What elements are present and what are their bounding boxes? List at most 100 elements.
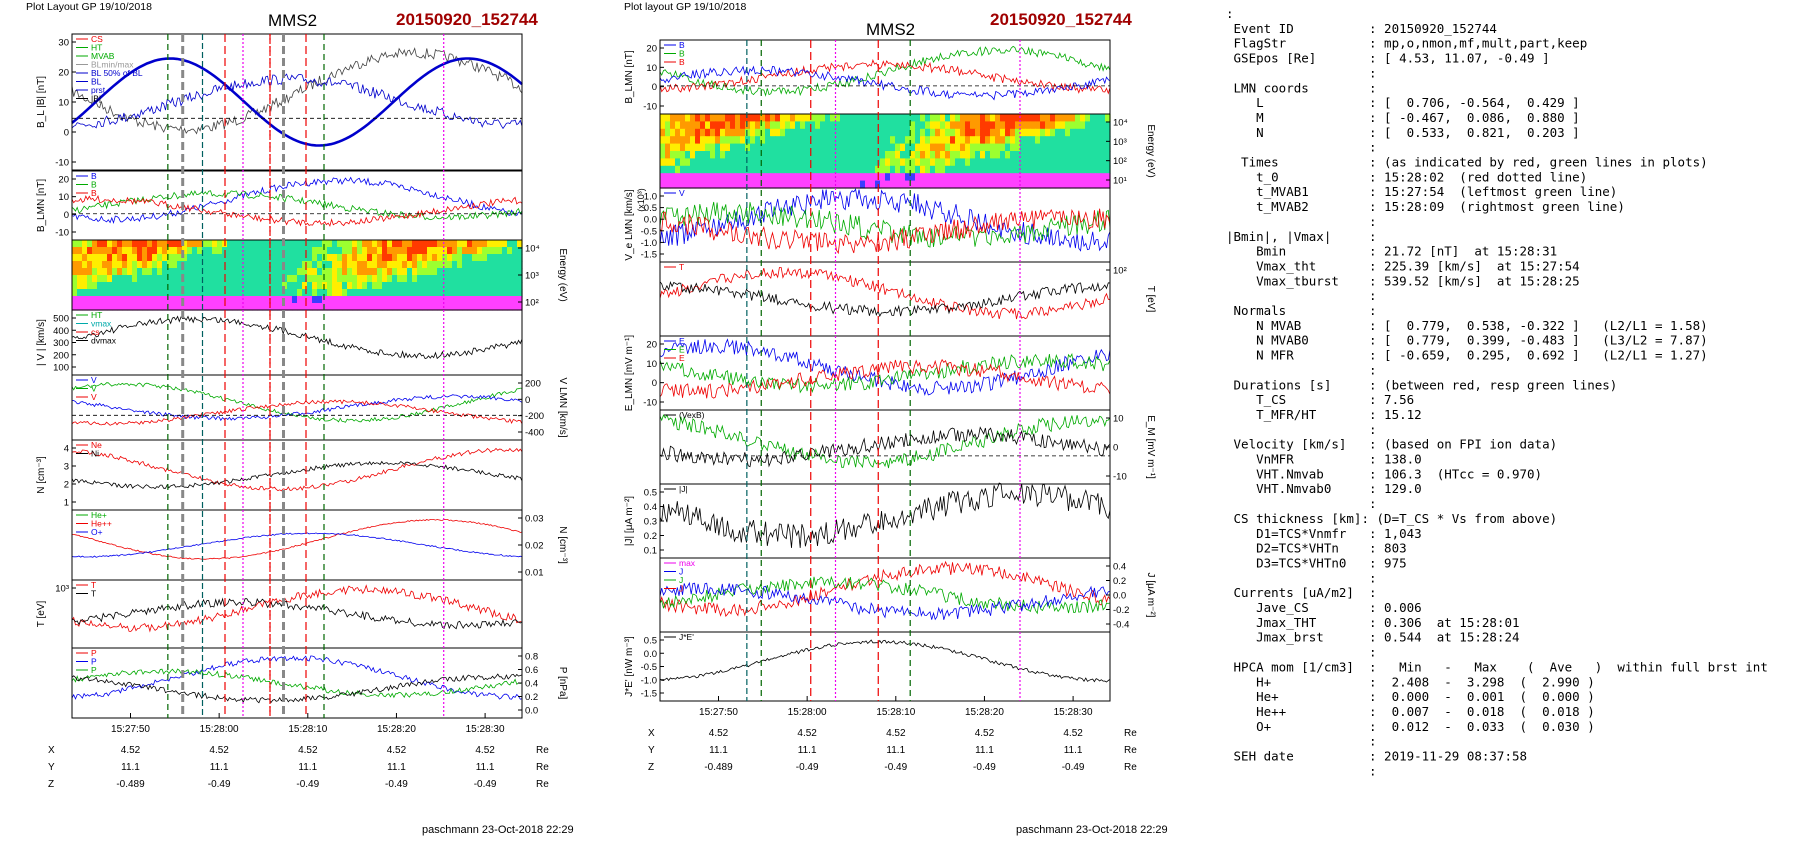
info-line: N : [ 0.533, 0.821, 0.203 ] bbox=[1226, 125, 1580, 140]
legend-entry: T bbox=[91, 589, 96, 599]
energy-spectrogram bbox=[72, 240, 523, 311]
series-trace bbox=[71, 315, 523, 360]
coord-value: 11.1 bbox=[1064, 745, 1083, 756]
y-tick-label-right: 0.2 bbox=[525, 692, 538, 703]
y-tick-label: 0 bbox=[652, 82, 657, 93]
y-tick-label: 0.5 bbox=[644, 636, 657, 647]
y-tick-label: -0.5 bbox=[641, 226, 657, 237]
legend-entry: B bbox=[679, 57, 685, 67]
info-line: : bbox=[1226, 570, 1377, 585]
y-tick-label: -10 bbox=[643, 102, 657, 113]
info-line: Jave_CS : 0.006 bbox=[1226, 600, 1422, 615]
panel-frame bbox=[71, 309, 523, 376]
y-axis-label-right: Energy (eV) bbox=[557, 248, 568, 301]
y-tick-label-right: -0.2 bbox=[1113, 605, 1129, 616]
footer-credit-left: paschmann 23-Oct-2018 22:29 bbox=[422, 824, 574, 836]
y-tick-label: 0 bbox=[64, 210, 69, 221]
y-axis-label: E_LMN [mV m⁻¹] bbox=[624, 335, 635, 412]
info-line: N MVAB0 : [ 0.779, 0.399, -0.483 ] (L3/L… bbox=[1226, 333, 1708, 348]
y-axis-label: | V | [km/s] bbox=[36, 319, 47, 366]
y-tick-label-right: -400 bbox=[525, 428, 544, 439]
coord-unit: Re bbox=[536, 779, 549, 790]
y-axis-label: T [eV] bbox=[36, 601, 47, 628]
y-tick-label: 0 bbox=[652, 378, 657, 389]
info-line: Bmin : 21.72 [nT] at 15:28:31 bbox=[1226, 244, 1557, 259]
time-tick-label: 15:28:00 bbox=[200, 724, 239, 735]
time-tick-label: 15:28:20 bbox=[377, 724, 416, 735]
y-tick-label-right: 10² bbox=[1113, 266, 1127, 277]
series-trace bbox=[659, 188, 1111, 252]
legend-entry: O+ bbox=[91, 527, 103, 537]
series-trace bbox=[72, 597, 523, 630]
coord-value: 4.52 bbox=[121, 745, 141, 756]
legend-entry: E bbox=[679, 345, 685, 355]
panel-frame bbox=[659, 557, 1111, 633]
y-tick-label: -1.5 bbox=[641, 689, 657, 700]
y-tick-label-right: 0 bbox=[525, 395, 530, 406]
coord-value: 4.52 bbox=[209, 745, 229, 756]
series-trace bbox=[659, 281, 1111, 318]
info-line: O+ : 0.012 - 0.033 ( 0.030 ) bbox=[1226, 719, 1595, 734]
series-trace bbox=[71, 394, 523, 422]
series-trace bbox=[71, 73, 523, 130]
right-layout-label: Plot layout GP 19/10/2018 bbox=[624, 1, 747, 13]
series-trace bbox=[659, 267, 1111, 320]
y-tick-label: 10 bbox=[58, 98, 69, 109]
y-tick-label: 0.1 bbox=[644, 546, 657, 557]
info-line: Velocity [km/s] : (based on FPI ion data… bbox=[1226, 437, 1557, 452]
event-markers bbox=[167, 34, 445, 718]
legend-entry: |J| bbox=[679, 484, 688, 494]
y-tick-label: 0.3 bbox=[644, 517, 657, 528]
legend-entry: BLmin/max bbox=[91, 60, 134, 70]
y-axis-label: B_LMN [nT] bbox=[36, 179, 47, 233]
info-line: : bbox=[1226, 763, 1377, 778]
legend-entry: J bbox=[679, 575, 683, 585]
y-tick-label: 0.0 bbox=[644, 649, 657, 660]
coord-unit: Re bbox=[1124, 745, 1137, 756]
coord-value: -0.49 bbox=[208, 779, 231, 790]
info-line: Normals : bbox=[1226, 303, 1377, 318]
series-trace bbox=[659, 353, 1111, 394]
info-line: Times : (as indicated by red, green line… bbox=[1226, 155, 1708, 170]
coord-value: 11.1 bbox=[387, 762, 406, 773]
y-tick-label: 400 bbox=[53, 326, 69, 337]
event-code-right: 20150920_152744 bbox=[990, 10, 1132, 29]
panel-3: 1.00.50.0-0.5-1.0-1.5 V_e LMN [km/s] (x10³… bbox=[624, 187, 1111, 263]
y-axis-label: V_e LMN [km/s] bbox=[624, 189, 635, 260]
y-tick-label: 2 bbox=[64, 480, 69, 491]
coord-value: -0.49 bbox=[1062, 762, 1085, 773]
panel-9: 0.8 0.6 0.4 0.2 0.0 P [nPa] PPP bbox=[71, 647, 568, 719]
legend-entry: max bbox=[679, 558, 696, 568]
info-line: Durations [s] : (between red, resp green… bbox=[1226, 377, 1617, 392]
legend-entry: B bbox=[679, 40, 685, 50]
series-trace bbox=[659, 426, 1111, 468]
legend-entry: B bbox=[91, 188, 97, 198]
legend-entry: V bbox=[91, 384, 97, 394]
info-line: VHT.Nmvab0 : 129.0 bbox=[1226, 481, 1422, 496]
panel-2: 20 10 0 -10 B_LMN [nT] BBB bbox=[36, 170, 523, 241]
coord-value: 4.52 bbox=[797, 728, 817, 739]
coord-value: -0.489 bbox=[116, 779, 145, 790]
event-markers bbox=[746, 40, 1021, 701]
panel-9: 0.5 0.0 -0.5 -1.0 -1.5 J*E' [nW m⁻³] J*E' bbox=[624, 631, 1111, 702]
legend-entry: V bbox=[91, 375, 97, 385]
coord-row-label: Z bbox=[48, 779, 54, 790]
y-tick-label-right: 200 bbox=[525, 379, 541, 390]
series-trace bbox=[71, 673, 523, 704]
panel-frame bbox=[659, 409, 1111, 485]
legend-entry: MVAB bbox=[91, 51, 115, 61]
y-axis-label-right: V LMN [km/s] bbox=[557, 377, 568, 437]
coord-unit: Re bbox=[536, 745, 549, 756]
y-axis-label-right: Energy (eV) bbox=[1145, 124, 1156, 177]
info-line: t_MVAB2 : 15:28:09 (rightmost green line… bbox=[1226, 199, 1625, 214]
legend-entry: V bbox=[679, 188, 685, 198]
y-tick-label: 30 bbox=[58, 38, 69, 49]
coord-row-label: Y bbox=[648, 745, 655, 756]
info-line: N MFR : [ -0.659, 0.295, 0.692 ] (L2/L1 … bbox=[1226, 348, 1708, 363]
coord-value: -0.49 bbox=[973, 762, 996, 773]
panel-2: 10⁴ 10³ 10² 10¹ Energy (eV) bbox=[659, 113, 1156, 189]
y-tick-label: 1.0 bbox=[644, 192, 657, 203]
y-tick-label: 500 bbox=[53, 314, 69, 325]
y-tick-label: -10 bbox=[643, 398, 657, 409]
